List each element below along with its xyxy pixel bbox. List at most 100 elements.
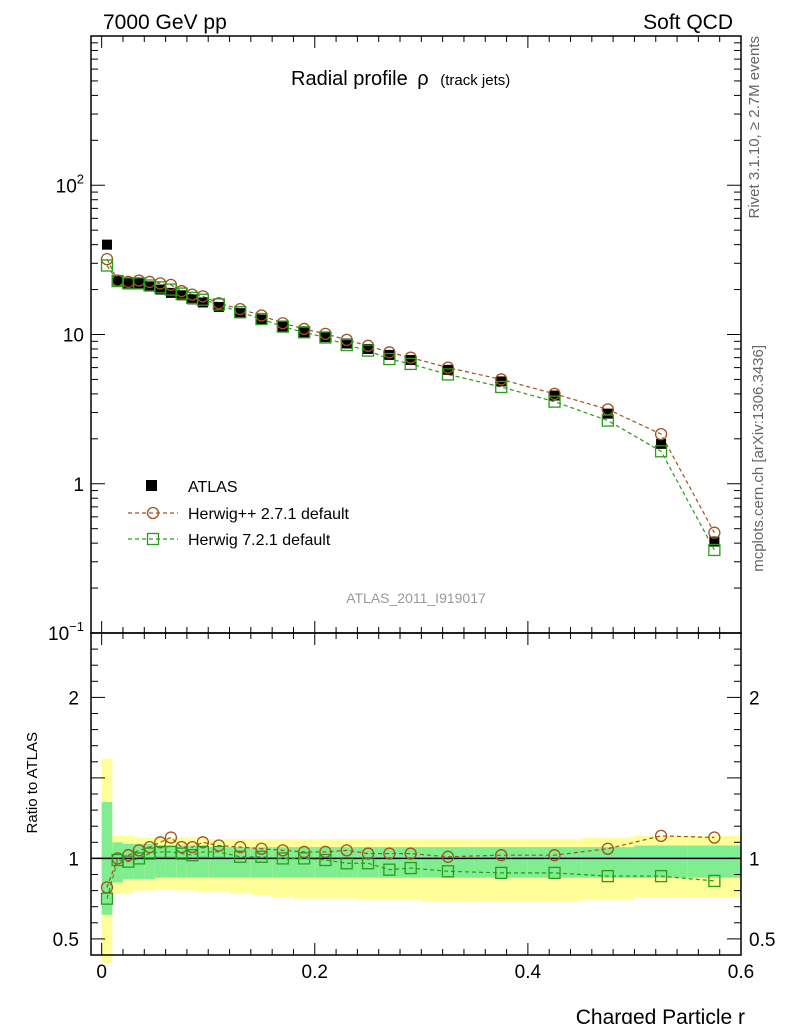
- atlas-point: [165, 287, 176, 298]
- band-inner-bin: [581, 847, 635, 878]
- legend: ATLAS Herwig++ 2.7.1 default Herwig 7.2.…: [128, 479, 350, 549]
- plot-title: Radial profile ρ (track jets): [291, 68, 510, 90]
- legend-label-herwigpp: Herwig++ 2.7.1 default: [188, 506, 350, 523]
- herwig7-ratio-point: [441, 865, 455, 878]
- band-inner-bin: [144, 843, 155, 880]
- herwigpp-ratio-point: [654, 829, 668, 843]
- atlas-point: [176, 290, 187, 301]
- herwig7-ratio-point: [361, 857, 375, 870]
- atlas-point: [363, 343, 374, 354]
- plot-title-suffix: (track jets): [440, 72, 510, 89]
- herwig7-ratio-line: [106, 851, 715, 899]
- legend-marker-atlas: [146, 480, 157, 491]
- band-inner-bin: [336, 847, 358, 878]
- atlas-point: [442, 364, 453, 375]
- ratio-y-tick-label-right: 0.5: [749, 930, 775, 951]
- herwig7-point: [601, 414, 614, 427]
- herwigpp-ratio-point: [319, 845, 332, 859]
- ratio-panel-data: [100, 829, 721, 905]
- herwig7-point: [654, 445, 668, 458]
- herwigpp-ratio-point: [212, 839, 226, 852]
- herwig7-ratio-point: [654, 869, 668, 883]
- herwig7-ratio-point: [404, 861, 417, 875]
- herwig7-point: [548, 395, 561, 408]
- atlas-point: [155, 284, 166, 295]
- plot-title-symbol: ρ: [417, 68, 428, 90]
- herwig7-ratio-point: [196, 845, 210, 859]
- herwig7-point: [276, 320, 289, 333]
- herwig7-point: [495, 380, 508, 394]
- atlas-point: [187, 294, 198, 305]
- band-inner-bin: [186, 845, 198, 878]
- herwig7-point: [212, 298, 226, 311]
- atlas-point: [133, 278, 144, 289]
- herwigpp-ratio-point: [404, 847, 417, 860]
- herwig7-ratio-point: [100, 892, 114, 905]
- band-inner-bin: [112, 842, 123, 883]
- herwig7-point: [255, 312, 268, 326]
- herwig7-point: [708, 543, 721, 557]
- band-inner-bin: [378, 847, 401, 878]
- herwig7-ratio-point: [319, 853, 332, 867]
- herwig7-ratio-point: [212, 845, 226, 859]
- herwig7-ratio-point: [548, 866, 561, 880]
- herwig7-ratio-point: [340, 857, 353, 870]
- main-y-tick-label: 1: [73, 475, 84, 496]
- axis-ticks: 0 0.2 0.4 0.6 102 10 1 10−1 2 2 1 1 0.5 0.5: [48, 36, 775, 983]
- ratio-y-tick-label-right: 1: [749, 849, 760, 870]
- herwig7-point: [234, 306, 247, 319]
- herwig7-point: [100, 259, 114, 272]
- herwig7-ratio-point: [495, 866, 508, 880]
- herwigpp-ratio-point: [340, 844, 353, 857]
- band-inner-bin: [165, 845, 177, 878]
- herwig7-point: [361, 344, 375, 357]
- herwigpp-ratio-point: [297, 845, 311, 859]
- herwigpp-ratio-point: [361, 847, 375, 860]
- herwigpp-point: [548, 387, 561, 401]
- band-inner-bin: [687, 845, 741, 878]
- herwigpp-ratio-point: [495, 849, 508, 862]
- main-panel-data: [100, 239, 721, 557]
- herwigpp-ratio-point: [234, 840, 247, 854]
- herwigpp-ratio-line: [106, 835, 715, 888]
- atlas-point: [341, 338, 352, 349]
- band-inner-bin: [634, 845, 688, 878]
- herwigpp-ratio-point: [441, 850, 455, 863]
- herwigpp-point: [404, 351, 417, 364]
- legend-marker-herwig7: [146, 532, 160, 546]
- herwigpp-point: [383, 346, 396, 359]
- plot-title-main: Radial profile: [291, 68, 408, 90]
- herwigpp-point: [654, 427, 668, 441]
- herwig7-ratio-point: [297, 852, 311, 865]
- atlas-point: [112, 275, 123, 286]
- atlas-point: [235, 308, 246, 319]
- herwig7-ratio-point: [708, 874, 721, 888]
- atlas-point: [277, 321, 288, 332]
- herwigpp-ratio-point: [196, 836, 210, 849]
- herwig7-line: [106, 265, 715, 551]
- x-tick-label: 0.6: [728, 962, 754, 983]
- ratio-y-tick-label-left: 1: [68, 849, 79, 870]
- side-label-rivet: Rivet 3.1.10, ≥ 2.7M events: [746, 36, 763, 219]
- atlas-point: [256, 314, 267, 325]
- band-inner-bin: [197, 845, 209, 878]
- main-y-tick-label: 102: [56, 171, 84, 197]
- herwig7-ratio-point: [601, 869, 614, 883]
- herwig7-point: [297, 326, 311, 339]
- herwigpp-ratio-point: [548, 849, 561, 862]
- side-label-mcplots: mcplots.cern.ch [arXiv:1306.3436]: [750, 345, 767, 572]
- main-y-tick-label: 10−1: [48, 619, 84, 645]
- main-y-tick-label: 10: [63, 326, 84, 347]
- herwig7-ratio-point: [234, 850, 247, 863]
- legend-marker-herwigpp: [146, 506, 160, 520]
- header-process: Soft QCD: [643, 11, 733, 34]
- herwig7-point: [196, 293, 210, 306]
- herwigpp-point: [441, 361, 455, 374]
- legend-label-herwig7: Herwig 7.2.1 default: [188, 532, 331, 549]
- x-axis-label: Charged Particle r: [576, 1006, 745, 1024]
- atlas-point: [709, 536, 720, 547]
- herwig7-point: [383, 352, 396, 366]
- legend-label-atlas: ATLAS: [188, 479, 238, 496]
- atlas-point: [320, 332, 331, 343]
- atlas-point: [602, 408, 613, 419]
